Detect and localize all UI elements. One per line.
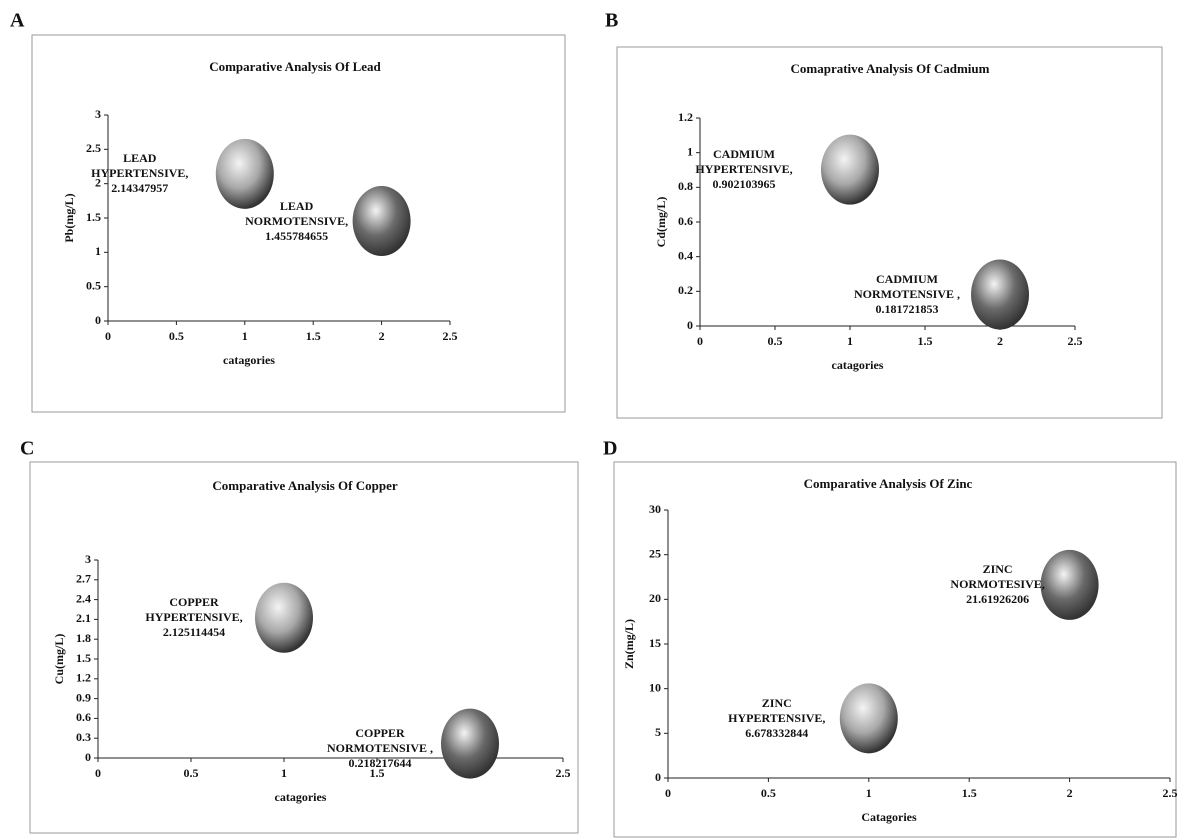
x-axis-label: catagories [223,353,275,367]
y-tick-label: 0 [687,318,693,332]
y-tick-label: 0.2 [678,283,693,297]
y-tick-label: 3 [85,552,91,566]
y-tick-label: 0.3 [76,730,91,744]
x-tick-label: 0.5 [768,334,783,348]
y-axis-label: Cd(mg/L) [654,197,668,248]
x-tick-label: 2 [1067,786,1073,800]
data-label-box: ZINC NORMOTESIVE, 21.61926206 [938,555,1058,615]
chart-title: Comparative Analysis Of Lead [209,59,381,74]
y-axis-label: Zn(mg/L) [622,619,636,669]
panel-frame [614,462,1176,837]
x-tick-label: 1.5 [306,329,321,343]
y-tick-label: 25 [649,546,661,560]
x-tick-label: 0.5 [169,329,184,343]
y-axis-label: Pb(mg/L) [62,193,76,242]
y-tick-label: 2.1 [76,611,91,625]
y-tick-label: 1.5 [76,651,91,665]
x-tick-label: 1 [866,786,872,800]
bubble [821,135,879,205]
bubble [353,186,411,256]
bubble [971,260,1029,330]
x-tick-label: 1 [242,329,248,343]
x-tick-label: 2 [379,329,385,343]
x-tick-label: 0.5 [184,766,199,780]
chart-title: Comparative Analysis Of Copper [212,478,397,493]
data-label: COPPER NORMOTENSIVE , 0.218217644 [320,719,440,779]
data-label-box: ZINC HYPERTENSIVE, 6.678332844 [717,688,837,748]
x-tick-label: 1.5 [918,334,933,348]
x-tick-label: 2 [997,334,1003,348]
panel-label: A [10,10,25,32]
y-tick-label: 1.8 [76,631,91,645]
data-label-box: CADMIUM NORMOTENSIVE , 0.181721853 [847,265,967,325]
data-label: LEAD NORMOTENSIVE, 1.455784655 [237,191,357,251]
data-label: LEAD HYPERTENSIVE, 2.14347957 [80,144,200,204]
y-tick-label: 0 [85,750,91,764]
y-tick-label: 0.6 [76,710,91,724]
panel-frame [30,462,578,833]
data-label: CADMIUM NORMOTENSIVE , 0.181721853 [847,265,967,325]
panel-frame [617,47,1162,418]
y-tick-label: 0 [655,770,661,784]
y-tick-label: 15 [649,636,661,650]
panel-label: C [20,438,34,460]
y-axis-label: Cu(mg/L) [52,634,66,685]
data-label-box: CADMIUM HYPERTENSIVE, 0.902103965 [684,140,804,200]
x-axis-label: catagories [275,790,327,804]
data-label-box: COPPER NORMOTENSIVE , 0.218217644 [320,719,440,779]
y-tick-label: 0.9 [76,690,91,704]
panel-label: D [603,438,617,460]
bubble [255,583,313,653]
x-tick-label: 0 [105,329,111,343]
x-tick-label: 2.5 [556,766,571,780]
bubble [840,683,898,753]
y-tick-label: 0.5 [86,278,101,292]
y-tick-label: 20 [649,591,661,605]
x-tick-label: 0.5 [761,786,776,800]
y-tick-label: 10 [649,680,661,694]
x-tick-label: 1 [847,334,853,348]
x-axis-label: catagories [832,358,884,372]
x-tick-label: 2.5 [443,329,458,343]
y-tick-label: 3 [95,107,101,121]
panel-label: B [605,10,618,32]
bubble [441,709,499,779]
x-tick-label: 1.5 [962,786,977,800]
y-tick-label: 0.4 [678,248,693,262]
y-tick-label: 2.4 [76,591,91,605]
y-tick-label: 0 [95,313,101,327]
y-tick-label: 30 [649,502,661,516]
y-tick-label: 1.2 [678,110,693,124]
data-label-box: COPPER HYPERTENSIVE, 2.125114454 [134,588,254,648]
x-tick-label: 0 [95,766,101,780]
y-tick-label: 2.7 [76,572,91,586]
x-tick-label: 0 [665,786,671,800]
chart-title: Comparative Analysis Of Zinc [804,476,973,491]
data-label: ZINC HYPERTENSIVE, 6.678332844 [717,688,837,748]
y-tick-label: 5 [655,725,661,739]
x-tick-label: 0 [697,334,703,348]
data-label: CADMIUM HYPERTENSIVE, 0.902103965 [684,140,804,200]
data-label: COPPER HYPERTENSIVE, 2.125114454 [134,588,254,648]
y-tick-label: 1.2 [76,671,91,685]
data-label-box: LEAD NORMOTENSIVE, 1.455784655 [237,191,357,251]
x-tick-label: 2.5 [1068,334,1083,348]
data-label: ZINC NORMOTESIVE, 21.61926206 [938,555,1058,615]
x-tick-label: 2.5 [1163,786,1177,800]
y-tick-label: 1 [95,244,101,258]
x-tick-label: 1 [281,766,287,780]
y-tick-label: 1.5 [86,210,101,224]
data-label-box: LEAD HYPERTENSIVE, 2.14347957 [80,144,200,204]
figure: A Comparative Analysis Of Lead 0 0.5 1 1.5 2 2.… [0,0,1177,838]
y-tick-label: 0.6 [678,214,693,228]
x-axis-label: Catagories [861,810,917,824]
chart-title: Comaprative Analysis Of Cadmium [791,61,990,76]
